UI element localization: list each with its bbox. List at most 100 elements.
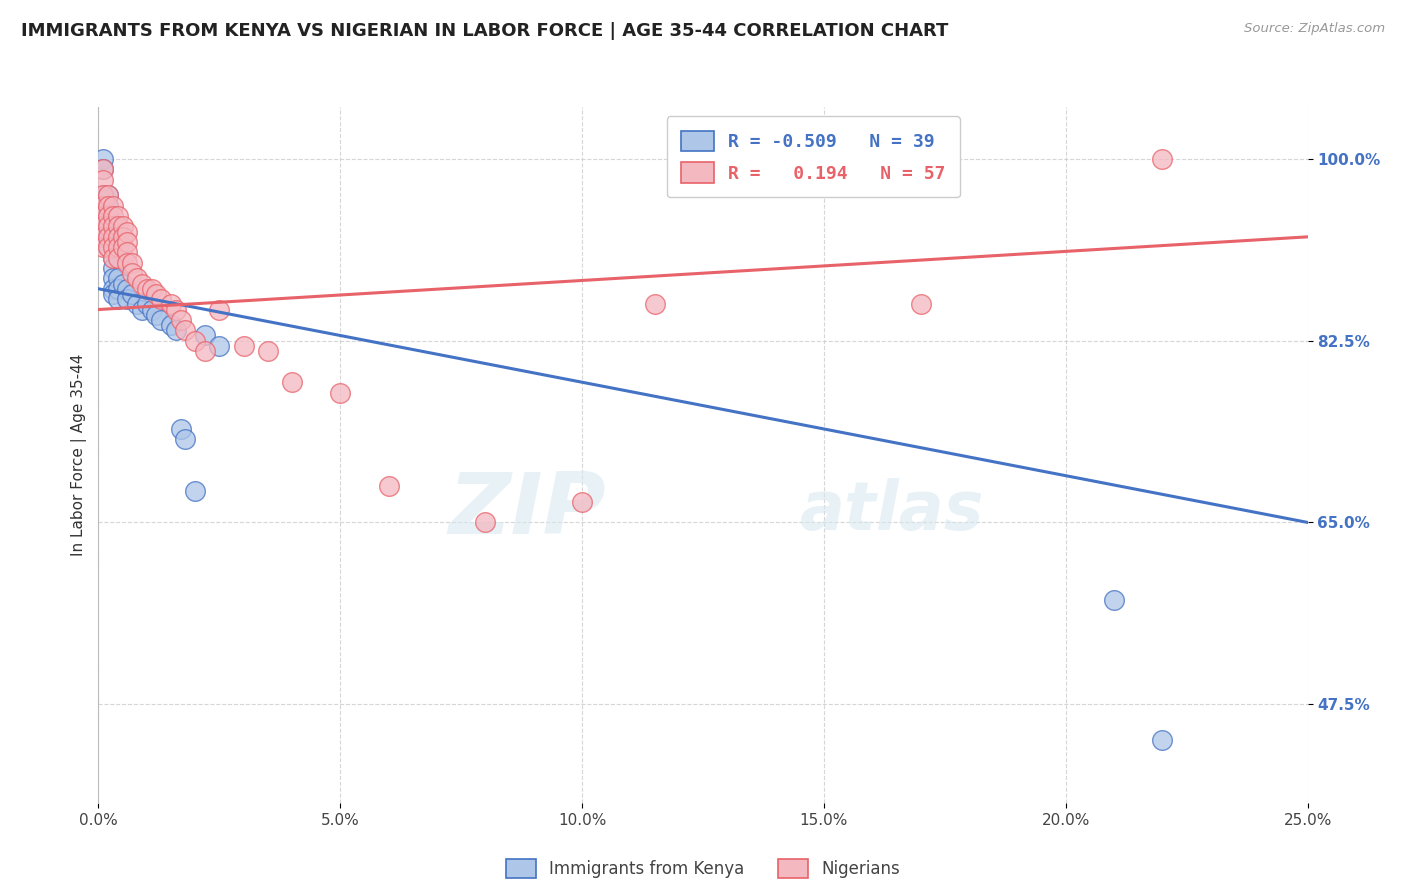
Point [194, 328, 217, 343]
Point [91, 219, 114, 234]
Point [97, 230, 120, 244]
Point [97, 240, 120, 254]
Point [97, 209, 120, 223]
Point [101, 230, 124, 244]
Point [97, 219, 120, 234]
Point [91, 162, 114, 177]
Point [117, 235, 139, 249]
Point [121, 287, 143, 301]
Point [91, 188, 114, 202]
Point [329, 385, 352, 400]
Point [135, 282, 157, 296]
Point [121, 256, 143, 270]
Point [194, 344, 217, 359]
Point [101, 199, 124, 213]
Text: IMMIGRANTS FROM KENYA VS NIGERIAN IN LABOR FORCE | AGE 35-44 CORRELATION CHART: IMMIGRANTS FROM KENYA VS NIGERIAN IN LAB… [21, 22, 949, 40]
Point [111, 240, 134, 254]
Point [107, 230, 129, 244]
Point [117, 282, 139, 296]
Point [91, 188, 114, 202]
Point [1102, 593, 1125, 607]
Point [107, 219, 129, 234]
Point [91, 219, 114, 234]
Point [377, 479, 399, 493]
Point [571, 494, 593, 508]
Point [184, 334, 207, 348]
Point [101, 219, 124, 234]
Text: ZIP: ZIP [449, 469, 606, 552]
Point [160, 318, 183, 332]
Point [101, 240, 124, 254]
Point [97, 219, 120, 234]
Point [232, 339, 254, 353]
Point [101, 251, 124, 265]
Point [97, 199, 120, 213]
Point [91, 172, 114, 186]
Point [169, 313, 191, 327]
Point [145, 308, 167, 322]
Point [141, 282, 163, 296]
Point [97, 199, 120, 213]
Point [91, 240, 114, 254]
Y-axis label: In Labor Force | Age 35-44: In Labor Force | Age 35-44 [72, 354, 87, 556]
Point [107, 240, 129, 254]
Point [208, 339, 231, 353]
Point [150, 313, 173, 327]
Point [111, 230, 134, 244]
Point [117, 245, 139, 260]
Point [91, 162, 114, 177]
Point [256, 344, 278, 359]
Point [174, 433, 197, 447]
Point [644, 297, 666, 311]
Point [117, 225, 139, 239]
Point [165, 302, 187, 317]
Point [150, 292, 173, 306]
Point [101, 251, 124, 265]
Point [101, 282, 124, 296]
Point [135, 297, 157, 311]
Point [910, 297, 932, 311]
Point [97, 188, 120, 202]
Point [169, 422, 191, 436]
Point [91, 152, 114, 166]
Text: Source: ZipAtlas.com: Source: ZipAtlas.com [1244, 22, 1385, 36]
Point [174, 323, 197, 337]
Point [208, 302, 231, 317]
Point [141, 302, 163, 317]
Point [91, 199, 114, 213]
Point [1152, 733, 1174, 747]
Legend: Immigrants from Kenya, Nigerians: Immigrants from Kenya, Nigerians [499, 853, 907, 885]
Point [97, 188, 120, 202]
Point [145, 287, 167, 301]
Point [160, 297, 183, 311]
Point [101, 209, 124, 223]
Point [101, 287, 124, 301]
Text: atlas: atlas [800, 477, 984, 543]
Point [97, 209, 120, 223]
Point [474, 516, 496, 530]
Point [111, 219, 134, 234]
Point [184, 484, 207, 499]
Point [117, 256, 139, 270]
Point [107, 209, 129, 223]
Point [131, 302, 153, 317]
Point [97, 230, 120, 244]
Point [127, 271, 149, 285]
Point [281, 376, 304, 390]
Point [1152, 152, 1174, 166]
Point [107, 271, 129, 285]
Point [97, 240, 120, 254]
Point [107, 292, 129, 306]
Point [117, 292, 139, 306]
Point [91, 209, 114, 223]
Point [165, 323, 187, 337]
Point [107, 251, 129, 265]
Point [101, 271, 124, 285]
Point [91, 199, 114, 213]
Point [107, 282, 129, 296]
Point [131, 277, 153, 291]
Point [91, 209, 114, 223]
Point [121, 266, 143, 280]
Point [111, 277, 134, 291]
Point [101, 260, 124, 275]
